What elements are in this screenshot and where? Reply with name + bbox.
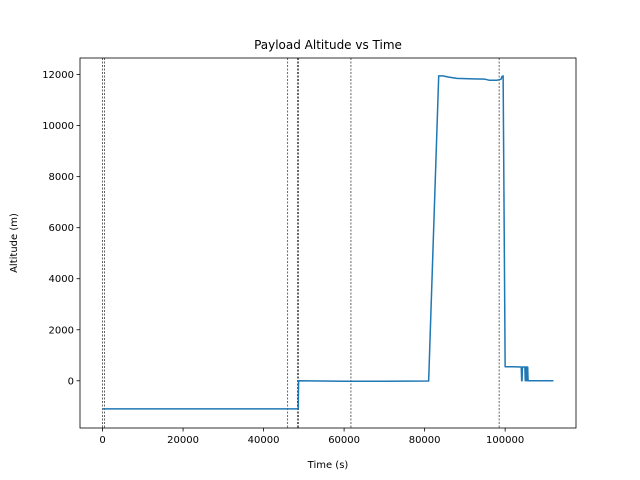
x-tick-label: 100000 xyxy=(486,435,524,446)
axes-frame xyxy=(79,57,577,429)
vertical-markers xyxy=(102,58,500,428)
y-tick-label: 12000 xyxy=(42,70,74,81)
plot-area xyxy=(80,58,576,428)
y-tick-label: 4000 xyxy=(49,274,74,285)
x-axis-label: Time (s) xyxy=(307,460,349,471)
y-tick-label: 2000 xyxy=(49,325,74,336)
y-tick-label: 10000 xyxy=(42,121,74,132)
x-tick-label: 40000 xyxy=(248,435,280,446)
x-tick-label: 20000 xyxy=(167,435,199,446)
y-axis-ticks: 0 2000 4000 6000 8000 10000 12000 xyxy=(42,70,80,387)
y-tick-label: 6000 xyxy=(49,223,74,234)
chart-title: Payload Altitude vs Time xyxy=(254,38,402,52)
series-line-0 xyxy=(102,75,554,410)
y-tick-label: 0 xyxy=(68,376,74,387)
x-tick-label: 80000 xyxy=(409,435,441,446)
y-axis-label: Altitude (m) xyxy=(9,213,20,273)
series-layer xyxy=(102,75,554,410)
y-tick-label: 8000 xyxy=(49,172,74,183)
x-axis-ticks: 0 20000 40000 60000 80000 100000 xyxy=(99,428,524,446)
x-tick-label: 60000 xyxy=(328,435,360,446)
x-tick-label: 0 xyxy=(99,435,105,446)
